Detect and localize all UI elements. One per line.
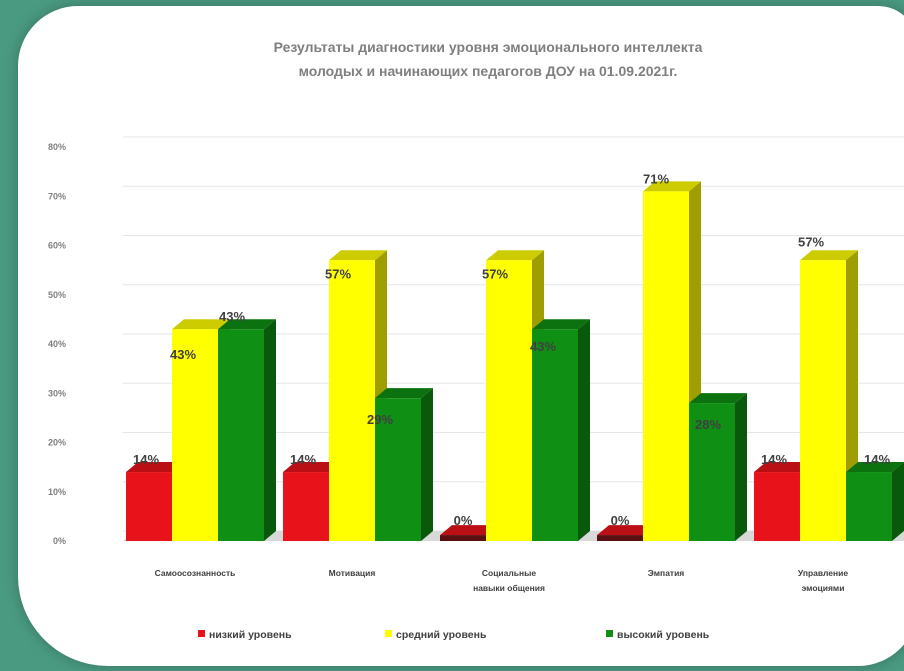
bar — [643, 181, 701, 541]
bar-front — [643, 191, 689, 541]
y-tick-label: 10% — [48, 487, 66, 497]
bar-top — [532, 319, 590, 330]
bar-top — [375, 388, 433, 399]
data-label: 57% — [798, 234, 824, 249]
bar-front — [126, 472, 172, 541]
bar-side — [578, 319, 590, 541]
bar-front — [800, 260, 846, 541]
bar-top — [283, 462, 341, 473]
x-tick-label: Мотивация — [329, 568, 376, 578]
x-axis: Самоосознанность Мотивация Социальные навык… — [155, 568, 849, 593]
legend-item: средний уровень — [385, 629, 487, 641]
bar-top — [643, 181, 701, 192]
bar-top — [126, 462, 184, 473]
data-labels: 14% 43% 43% 14% 57% 29% 0% 57% 43% 0% 71% 28% 14% 57%… — [133, 171, 890, 528]
data-label: 14% — [761, 452, 787, 467]
bar — [375, 388, 433, 541]
x-tick-label: Самоосознанность — [155, 568, 236, 578]
bar-side — [421, 388, 433, 541]
y-tick-label: 50% — [48, 290, 66, 300]
bar-top — [597, 525, 655, 536]
data-label: 14% — [133, 452, 159, 467]
y-axis: 0% 10% 20% 30% 40% 50% 60% 70% 80% — [48, 142, 66, 546]
data-label: 14% — [290, 452, 316, 467]
data-label: 14% — [864, 452, 890, 467]
x-tick-label: Социальные — [482, 568, 537, 578]
data-label: 0% — [611, 513, 630, 528]
bar-front — [597, 535, 643, 541]
bar-front — [283, 472, 329, 541]
y-tick-label: 0% — [53, 536, 66, 546]
bar-top — [800, 250, 858, 261]
bar-top — [218, 319, 276, 330]
chart-title: Результаты диагностики уровня эмоциональ… — [274, 39, 703, 79]
legend-swatch — [198, 630, 205, 637]
bar-front — [329, 260, 375, 541]
chart-title-line: Результаты диагностики уровня эмоциональ… — [274, 39, 703, 55]
x-tick-label: навыки общения — [473, 583, 545, 593]
y-tick-label: 40% — [48, 339, 66, 349]
legend-item: низкий уровень — [198, 629, 292, 641]
data-label: 57% — [325, 266, 351, 281]
bar-front — [689, 403, 735, 541]
bar-top — [754, 462, 812, 473]
bar-top — [846, 462, 904, 473]
legend-label: низкий уровень — [209, 629, 292, 641]
bar-front — [754, 472, 800, 541]
data-label: 29% — [367, 412, 393, 427]
legend-label: средний уровень — [396, 629, 487, 641]
y-tick-label: 70% — [48, 191, 66, 201]
bar-top — [486, 250, 544, 261]
bar-front — [218, 329, 264, 541]
bar-side — [892, 462, 904, 541]
chart-card: Результаты диагностики уровня эмоциональ… — [18, 6, 904, 666]
bar — [329, 250, 387, 541]
y-tick-label: 30% — [48, 388, 66, 398]
bar-top — [172, 319, 230, 330]
data-label: 43% — [170, 347, 196, 362]
bar-chart: Результаты диагностики уровня эмоциональ… — [48, 39, 904, 641]
bar-front — [375, 398, 421, 541]
legend-swatch — [606, 630, 613, 637]
y-tick-label: 20% — [48, 438, 66, 448]
bar — [532, 319, 590, 541]
data-label: 28% — [695, 417, 721, 432]
data-label: 43% — [530, 339, 556, 354]
bar — [800, 250, 858, 541]
bar-side — [264, 319, 276, 541]
bar-front — [846, 472, 892, 541]
data-label: 43% — [219, 309, 245, 324]
y-tick-label: 80% — [48, 142, 66, 152]
bar-front — [440, 535, 486, 541]
x-tick-label: Управление — [798, 568, 849, 578]
legend-swatch — [385, 630, 392, 637]
bar — [689, 393, 747, 541]
bar-front — [486, 260, 532, 541]
x-tick-label: эмоциями — [802, 583, 845, 593]
data-label: 71% — [643, 171, 669, 186]
data-label: 0% — [454, 513, 473, 528]
y-tick-label: 60% — [48, 241, 66, 251]
bar-top — [689, 393, 747, 404]
chart-bars — [126, 181, 904, 541]
bar — [846, 462, 904, 541]
chart-legend: низкий уровень средний уровень высокий уро… — [198, 629, 710, 641]
bar-front — [172, 329, 218, 541]
data-label: 57% — [482, 266, 508, 281]
legend-item: высокий уровень — [606, 629, 710, 641]
bar-top — [329, 250, 387, 261]
x-tick-label: Эмпатия — [648, 568, 685, 578]
bar — [218, 319, 276, 541]
chart-title-line: молодых и начинающих педагогов ДОУ на 01… — [299, 63, 678, 79]
legend-label: высокий уровень — [617, 629, 710, 641]
bar-front — [532, 329, 578, 541]
bar-top — [440, 525, 498, 536]
bar-side — [735, 393, 747, 541]
